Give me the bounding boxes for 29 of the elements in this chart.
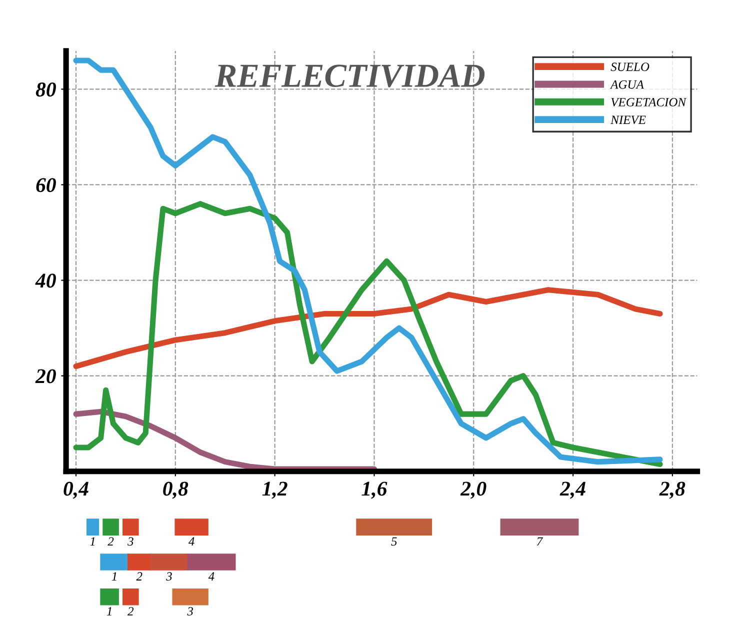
text: 3: [166, 572, 172, 581]
text: 4: [208, 572, 214, 580]
y-tick-label: 60: [36, 178, 56, 192]
text: 5: [391, 537, 397, 546]
x-tick-label: 1,6: [362, 482, 388, 499]
text: 2: [128, 607, 134, 616]
text: 1: [112, 572, 116, 580]
legend-label: NIEVE: [610, 116, 646, 124]
text: 7: [537, 537, 544, 546]
x-tick-label: 0,4: [64, 482, 88, 499]
x-tick-label: 2,8: [659, 482, 686, 499]
text: 1: [106, 607, 112, 616]
x-tick-label: 1,2: [262, 482, 288, 499]
legend-label: SUELO: [610, 62, 650, 72]
y-tick-label: 80: [36, 82, 56, 97]
y-tick-label: 40: [35, 274, 56, 288]
text: 3: [187, 607, 194, 616]
legend-label: AGUA: [610, 80, 644, 89]
x-tick-label: 2,0: [460, 482, 486, 499]
chart-title: REFLECTIVIDAD: [214, 64, 485, 88]
text: 3: [128, 537, 134, 546]
text: 4: [188, 537, 194, 546]
text: 1: [90, 537, 95, 546]
text: 2: [136, 572, 142, 580]
text: 2: [108, 537, 114, 546]
legend-label: VEGETACION: [611, 98, 687, 106]
x-tick-label: 2,4: [560, 482, 586, 499]
y-tick-label: 20: [35, 369, 56, 384]
x-tick-label: 0,8: [163, 482, 188, 499]
